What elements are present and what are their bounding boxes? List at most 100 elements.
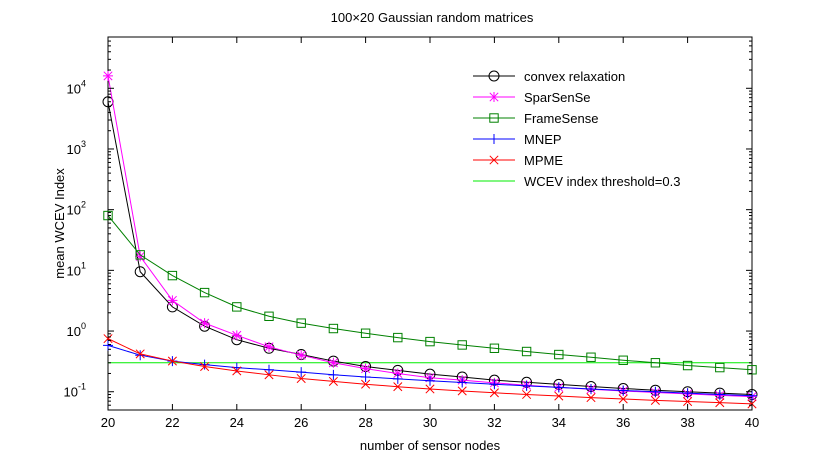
data-point bbox=[296, 367, 307, 378]
data-point bbox=[135, 350, 146, 361]
legend-marker bbox=[489, 92, 499, 102]
data-point bbox=[103, 210, 113, 221]
legend-label: SparSenSe bbox=[524, 90, 591, 105]
chart-title: 100×20 Gaussian random matrices bbox=[331, 10, 534, 25]
data-point bbox=[586, 383, 596, 394]
y-tick-label: 103 bbox=[67, 139, 86, 157]
legend-box bbox=[461, 63, 729, 193]
data-point bbox=[586, 393, 596, 403]
x-tick-label: 38 bbox=[680, 415, 694, 430]
y-tick-base: 10 bbox=[67, 263, 81, 278]
data-point bbox=[264, 364, 274, 375]
y-axis-title: mean WCEV Index bbox=[52, 168, 67, 279]
data-point bbox=[328, 376, 338, 386]
data-point bbox=[457, 340, 467, 350]
legend-item: WCEV index threshold=0.3 bbox=[473, 174, 680, 189]
data-point bbox=[296, 350, 307, 361]
legend: convex relaxation SparSenSe FrameSense MNEP… bbox=[461, 63, 729, 193]
x-tick-label: 20 bbox=[101, 415, 115, 430]
x-tick-label: 30 bbox=[423, 415, 437, 430]
data-point bbox=[264, 341, 274, 352]
data-point bbox=[393, 332, 403, 343]
data-point bbox=[650, 386, 661, 397]
data-point bbox=[650, 358, 661, 368]
y-tick-exponent: -1 bbox=[78, 382, 86, 392]
data-point bbox=[489, 343, 500, 353]
data-point bbox=[103, 334, 113, 344]
data-point bbox=[393, 382, 403, 392]
y-tick-base: 10 bbox=[67, 142, 81, 157]
y-tick-exponent: 2 bbox=[81, 200, 86, 210]
data-point bbox=[554, 391, 564, 401]
data-point bbox=[167, 356, 177, 366]
data-point bbox=[747, 390, 757, 401]
data-point bbox=[135, 251, 146, 262]
y-tick-base: 10 bbox=[64, 385, 78, 400]
data-point bbox=[103, 70, 113, 81]
x-tick-label: 24 bbox=[230, 415, 244, 430]
data-point bbox=[715, 398, 725, 408]
data-point bbox=[489, 388, 499, 398]
data-point bbox=[521, 380, 532, 391]
y-tick-base: 10 bbox=[67, 203, 81, 218]
legend-marker bbox=[489, 134, 499, 144]
legend-marker bbox=[489, 155, 499, 165]
series-2 bbox=[103, 210, 757, 375]
data-point bbox=[457, 377, 468, 388]
y-tick-label: 102 bbox=[67, 200, 86, 218]
legend-label: WCEV index threshold=0.3 bbox=[524, 174, 680, 189]
data-point bbox=[103, 340, 113, 351]
data-point bbox=[296, 373, 306, 384]
data-point bbox=[232, 366, 242, 376]
data-point bbox=[554, 349, 564, 360]
legend-label: FrameSense bbox=[524, 111, 598, 126]
x-tick-label: 34 bbox=[552, 415, 566, 430]
data-point bbox=[167, 270, 178, 281]
data-point bbox=[361, 379, 371, 389]
data-point bbox=[199, 287, 210, 298]
data-point bbox=[328, 323, 339, 334]
y-tick-label: 104 bbox=[67, 78, 86, 96]
y-tick-exponent: 1 bbox=[81, 260, 86, 270]
data-point bbox=[360, 371, 371, 382]
data-point bbox=[392, 368, 403, 379]
data-point bbox=[167, 295, 178, 306]
data-point bbox=[200, 361, 210, 372]
legend-label: convex relaxation bbox=[524, 69, 625, 84]
data-point bbox=[747, 365, 757, 375]
y-tick-label: 10-1 bbox=[64, 382, 86, 400]
y-tick-label: 101 bbox=[67, 260, 86, 278]
legend-item: FrameSense bbox=[473, 111, 598, 126]
legend-item: MPME bbox=[473, 153, 563, 168]
legend-item: MNEP bbox=[473, 132, 562, 147]
data-point bbox=[135, 250, 145, 260]
data-point bbox=[425, 375, 435, 386]
data-point bbox=[232, 302, 242, 312]
data-point bbox=[392, 373, 403, 384]
data-point bbox=[714, 389, 725, 400]
data-point bbox=[457, 386, 467, 396]
data-point bbox=[586, 352, 596, 362]
data-point bbox=[360, 363, 371, 374]
legend-label: MNEP bbox=[524, 132, 562, 147]
data-point bbox=[682, 360, 693, 371]
series-line bbox=[107, 215, 753, 371]
legend-item: convex relaxation bbox=[473, 69, 625, 84]
data-point bbox=[553, 382, 564, 393]
legend-items: convex relaxation SparSenSe FrameSense MNEP… bbox=[473, 69, 680, 189]
data-point bbox=[425, 384, 435, 394]
legend-item: SparSenSe bbox=[473, 90, 591, 105]
data-point bbox=[682, 388, 693, 399]
series-layer bbox=[102, 70, 758, 409]
y-tick-label: 100 bbox=[67, 321, 86, 339]
data-point bbox=[683, 396, 693, 407]
series-4 bbox=[103, 334, 757, 409]
y-tick-exponent: 0 bbox=[81, 321, 86, 331]
data-point bbox=[199, 318, 210, 329]
ticks-layer: 20 22 24 26 28 30 32 34 36 38 4010-110010110210310… bbox=[64, 36, 759, 430]
x-axis-title: number of sensor nodes bbox=[360, 438, 501, 453]
y-tick-exponent: 3 bbox=[81, 139, 86, 149]
data-point bbox=[618, 355, 628, 365]
data-point bbox=[618, 385, 629, 396]
